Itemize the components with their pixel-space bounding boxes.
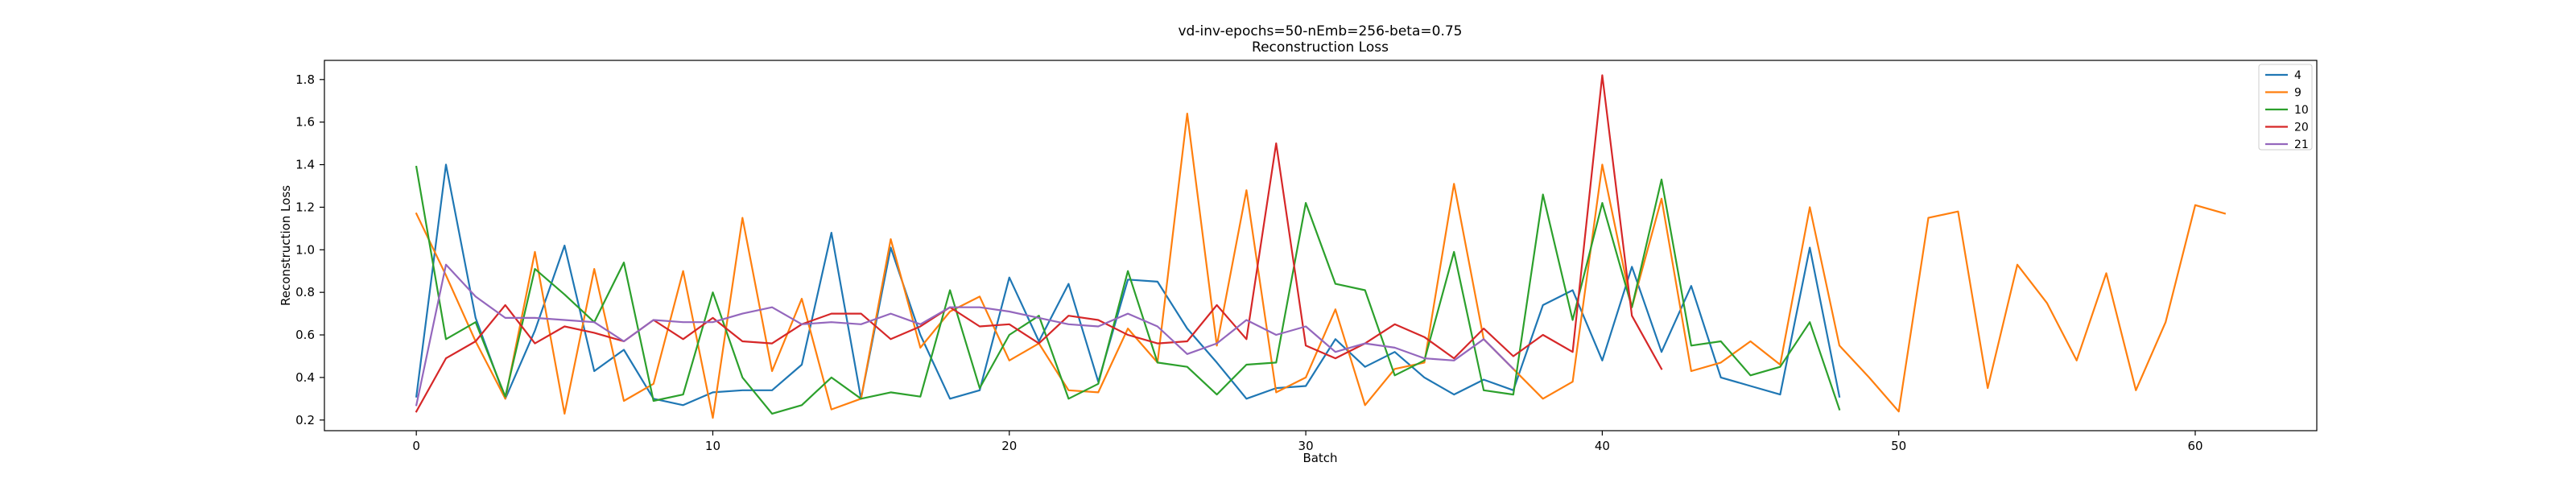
y-tick-label: 1.4 (295, 158, 315, 172)
x-tick-label: 0 (412, 439, 420, 453)
plot-area: 0 10 20 30 40 50 60 0.2 0.4 0.6 0.8 1.0 1.2 1.4 1.6 1.… (295, 60, 2318, 453)
y-tick-label: 0.6 (295, 328, 315, 342)
y-tick-label: 1.0 (295, 242, 315, 257)
x-tick-label: 40 (1595, 439, 1610, 453)
legend-label: 9 (2294, 87, 2301, 100)
y-tick-label: 0.4 (295, 370, 315, 385)
y-tick-label: 1.8 (295, 72, 315, 87)
y-tick-label: 0.8 (295, 285, 315, 299)
x-axis-label: Batch (1302, 451, 1337, 465)
y-axis-label: Reconstruction Loss (279, 185, 293, 306)
y-axis: 0.2 0.4 0.6 0.8 1.0 1.2 1.4 1.6 1.8 (295, 72, 324, 427)
legend: 4 9 10 20 21 (2258, 64, 2313, 151)
legend-box (2258, 64, 2313, 151)
x-tick-label: 50 (1891, 439, 1906, 453)
legend-label: 21 (2294, 138, 2309, 151)
plot-frame (324, 60, 2318, 431)
chart-subtitle: Reconstruction Loss (1252, 39, 1389, 56)
x-tick-label: 10 (705, 439, 720, 453)
x-tick-label: 60 (2187, 439, 2202, 453)
series-lines (415, 74, 2227, 419)
series-line-21 (415, 263, 1515, 407)
x-tick-label: 30 (1298, 439, 1314, 453)
chart-title: vd-inv-epochs=50-nEmb=256-beta=0.75 (1179, 23, 1463, 39)
series-line-10 (415, 165, 1841, 415)
series-line-9 (415, 113, 2227, 419)
y-tick-label: 1.6 (295, 115, 315, 130)
y-tick-label: 1.2 (295, 200, 315, 214)
legend-label: 4 (2294, 69, 2301, 82)
legend-label: 10 (2294, 104, 2309, 117)
legend-label: 20 (2294, 122, 2309, 134)
x-axis: 0 10 20 30 40 50 60 (412, 431, 2203, 453)
y-tick-label: 0.2 (295, 413, 315, 427)
x-tick-label: 20 (1001, 439, 1017, 453)
